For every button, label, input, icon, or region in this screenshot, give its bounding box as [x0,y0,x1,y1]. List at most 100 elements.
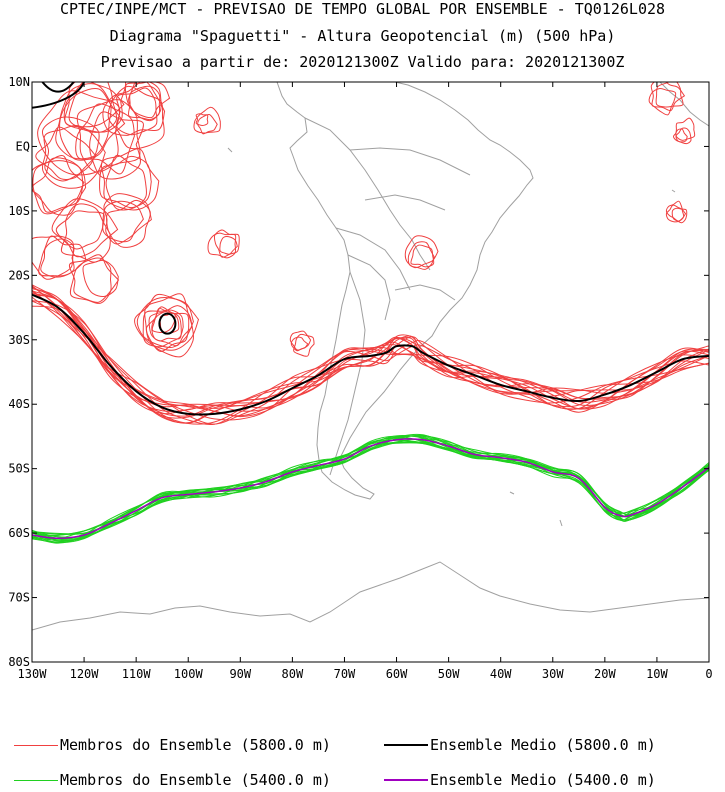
legend-mean-5400: Ensemble Medio (5400.0 m) [384,771,656,789]
lon-tick-label: 0 [705,667,712,681]
ensemble-mean-5400 [32,438,709,540]
lat-tick-label: 50S [8,462,30,476]
lat-tick-label: 20S [8,268,30,282]
member-5800-closed-contour [60,203,111,263]
member-5800-closed-contour [37,90,120,176]
member-5800-closed-contour [103,193,152,245]
legend-label-members-5400: Membros do Ensemble (5400.0 m) [60,771,331,789]
lat-tick-label: 10S [8,204,30,218]
lon-tick-label: 50W [438,667,460,681]
legend-members-5800: Membros do Ensemble (5800.0 m) [14,736,331,754]
legend-label-mean-5400: Ensemble Medio (5400.0 m) [430,771,656,789]
member-5800-closed-contour [32,235,75,280]
lon-tick-label: 90W [229,667,251,681]
member-5800-closed-contour [219,236,238,255]
lat-tick-label: EQ [16,139,30,153]
member-5800-closed-contour [404,235,439,269]
member-5800-closed-contour [69,257,112,304]
member-5800-closed-contour [410,244,435,268]
map-background [32,82,709,662]
legend-label-members-5800: Membros do Ensemble (5800.0 m) [60,736,331,754]
member-5800-closed-contour [35,126,97,180]
member-5800-closed-contour [648,88,677,116]
member-5800-closed-contour [100,148,160,211]
legend-mean-5800: Ensemble Medio (5800.0 m) [384,736,656,754]
member-5400-contour [32,439,709,544]
member-5800-closed-contour [655,82,684,108]
member-5800-closed-contour [197,113,218,135]
axis-ticks [31,81,710,663]
member-5800-contour [32,300,709,425]
member-5800-closed-contour [63,82,125,128]
member-5800-closed-contour [407,241,435,270]
member-5800-closed-contour [89,111,144,180]
member-5800-closed-contour [675,117,696,141]
lon-tick-label: 100W [174,667,204,681]
member-5800-closed-contour [673,128,688,143]
member-5800-closed-contour [293,333,315,357]
map-panel: 10N EQ 10S 20S 30S 40S 50S 60S 70S 80S 130W 120W 11… [8,75,712,681]
lon-tick-label: 10W [646,667,668,681]
member-5400-contour [32,435,709,535]
member-5800-closed-contour [59,88,126,161]
islands [227,147,676,527]
member-5800-closed-contour [40,238,75,278]
member-5800-closed-contour [51,198,119,258]
latitude-labels: 10N EQ 10S 20S 30S 40S 50S 60S 70S 80S [8,75,30,669]
member-5800-closed-contour [671,207,688,224]
member-5800-closed-contour [64,82,118,133]
lon-tick-label: 70W [334,667,356,681]
legend-label-mean-5800: Ensemble Medio (5800.0 m) [430,736,656,754]
member-5800-closed-contour [128,82,162,122]
member-5800-contour [32,286,709,415]
ensemble-mean-5800-corner [32,82,86,109]
member-5800-closed-contour [107,85,165,150]
member-5800-closed-contour [124,82,171,119]
lat-tick-label: 80S [8,655,30,669]
member-5800-closed-contour [102,200,144,243]
member-5800-closed-contour [55,83,112,160]
member-5800-closed-contour [55,210,105,250]
member-5800-closed-contour [144,293,195,358]
member-5800-closed-contour [193,106,221,134]
ensemble-mean-5800-corner-2 [41,82,75,93]
country-borders [304,117,471,476]
antarctica-coast [32,561,709,631]
lat-tick-label: 30S [8,333,30,347]
lon-tick-label: 130W [18,667,48,681]
member-5800-closed-contour [213,229,240,258]
member-5400-contour [32,441,709,544]
member-5800-closed-contour [68,254,120,303]
member-5800-closed-contour [665,204,687,223]
legend-swatch-green [14,779,58,781]
ensemble-mean-5800-closed [158,312,177,335]
lon-tick-label: 30W [542,667,564,681]
lat-tick-label: 70S [8,591,30,605]
lon-tick-label: 40W [490,667,512,681]
member-5800-closed-contour [116,87,158,136]
lat-tick-label: 60S [8,526,30,540]
member-5800-contour [32,290,709,417]
member-5800-contour [32,289,709,417]
lon-tick-label: 60W [386,667,408,681]
member-5800-closed-contour [32,154,85,215]
member-5800-closed-contour [195,113,209,126]
ensemble-mean-5800 [32,293,709,416]
lon-tick-label: 120W [70,667,100,681]
lat-tick-label: 40S [8,397,30,411]
member-5800-closed-contour [136,297,194,349]
member-5800-closed-contour [650,82,686,112]
title-line-1: CPTEC/INPE/MCT - PREVISAO DE TEMPO GLOBA… [59,0,666,18]
legend-swatch-black [384,744,428,746]
lon-tick-label: 20W [594,667,616,681]
legend-swatch-purple [384,779,428,781]
title-line-3: Previsao a partir de: 2020121300Z Valido… [100,53,625,71]
map-frame [31,81,710,663]
lon-tick-label: 110W [122,667,152,681]
ensemble-mean-layer [32,82,709,540]
member-5800-closed-contour [75,103,135,175]
title-line-2: Diagrama "Spaguetti" - Altura Geopotenci… [109,27,616,45]
member-5800-closed-contour [105,199,151,248]
member-5800-closed-contour [290,336,309,352]
lon-tick-label: 80W [282,667,304,681]
